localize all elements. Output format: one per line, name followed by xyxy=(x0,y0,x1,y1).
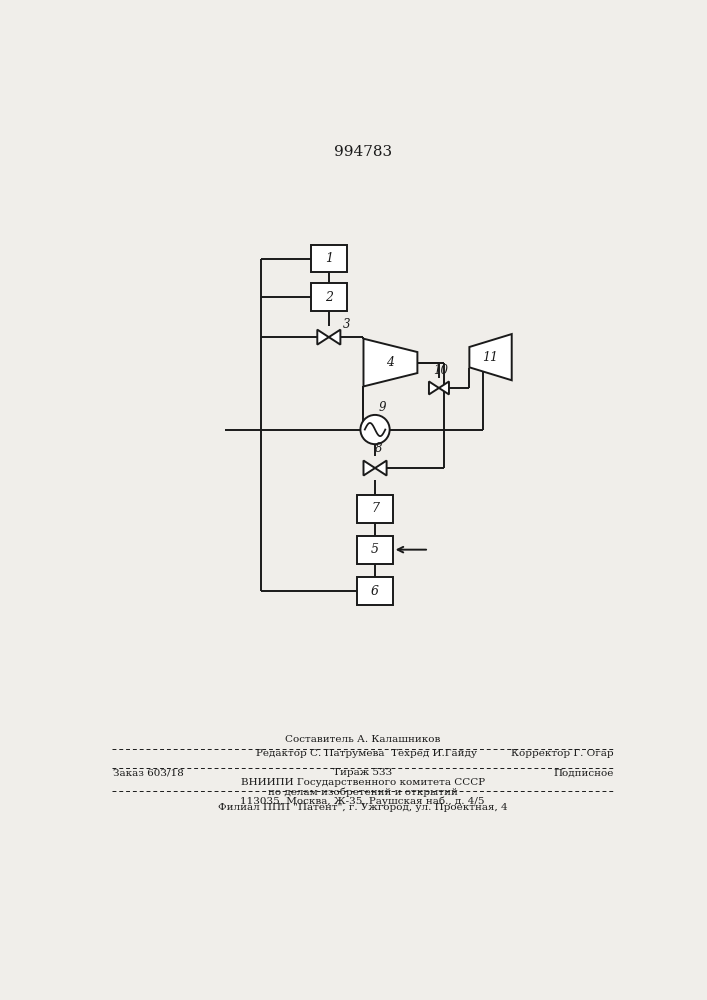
Text: 8: 8 xyxy=(375,442,382,455)
Bar xyxy=(357,577,393,605)
Text: 1: 1 xyxy=(325,252,333,265)
Bar xyxy=(311,283,346,311)
Text: 113035, Москва, Ж-35, Раушская наб., д. 4/5: 113035, Москва, Ж-35, Раушская наб., д. … xyxy=(240,797,485,806)
Text: 9: 9 xyxy=(379,401,387,414)
Bar xyxy=(357,536,393,564)
Text: Тираж 533: Тираж 533 xyxy=(333,768,392,777)
Text: ВНИИПИ Государственного комитета СССР: ВНИИПИ Государственного комитета СССР xyxy=(240,778,485,787)
Polygon shape xyxy=(429,381,439,394)
Text: Составитель А. Калашников: Составитель А. Калашников xyxy=(285,735,440,744)
Polygon shape xyxy=(329,330,340,345)
Text: Подписное: Подписное xyxy=(554,768,614,777)
Text: 11: 11 xyxy=(483,351,498,364)
Polygon shape xyxy=(363,461,375,476)
Polygon shape xyxy=(363,339,417,386)
Text: Редактор С. Патрумева  Техред И.Гайду: Редактор С. Патрумева Техред И.Гайду xyxy=(256,749,477,758)
Text: 2: 2 xyxy=(325,291,333,304)
Text: 10: 10 xyxy=(433,364,448,377)
Text: Филиал ППП "Патент", г. Ужгород, ул. Проектная, 4: Филиал ППП "Патент", г. Ужгород, ул. Про… xyxy=(218,803,508,812)
Bar xyxy=(311,245,346,272)
Polygon shape xyxy=(375,461,387,476)
Text: 7: 7 xyxy=(371,502,379,515)
Text: 4: 4 xyxy=(387,356,395,369)
Bar xyxy=(357,495,393,523)
Polygon shape xyxy=(317,330,329,345)
Polygon shape xyxy=(469,334,512,380)
Text: Корректор Г. Огар: Корректор Г. Огар xyxy=(511,749,614,758)
Circle shape xyxy=(361,415,390,444)
Text: 994783: 994783 xyxy=(334,145,392,159)
Text: Заказ 603/18: Заказ 603/18 xyxy=(113,768,184,777)
Text: 3: 3 xyxy=(343,318,350,331)
Text: 5: 5 xyxy=(371,543,379,556)
Polygon shape xyxy=(439,381,449,394)
Text: 6: 6 xyxy=(371,585,379,598)
Text: по делам изобретений и открытий: по делам изобретений и открытий xyxy=(268,788,457,797)
